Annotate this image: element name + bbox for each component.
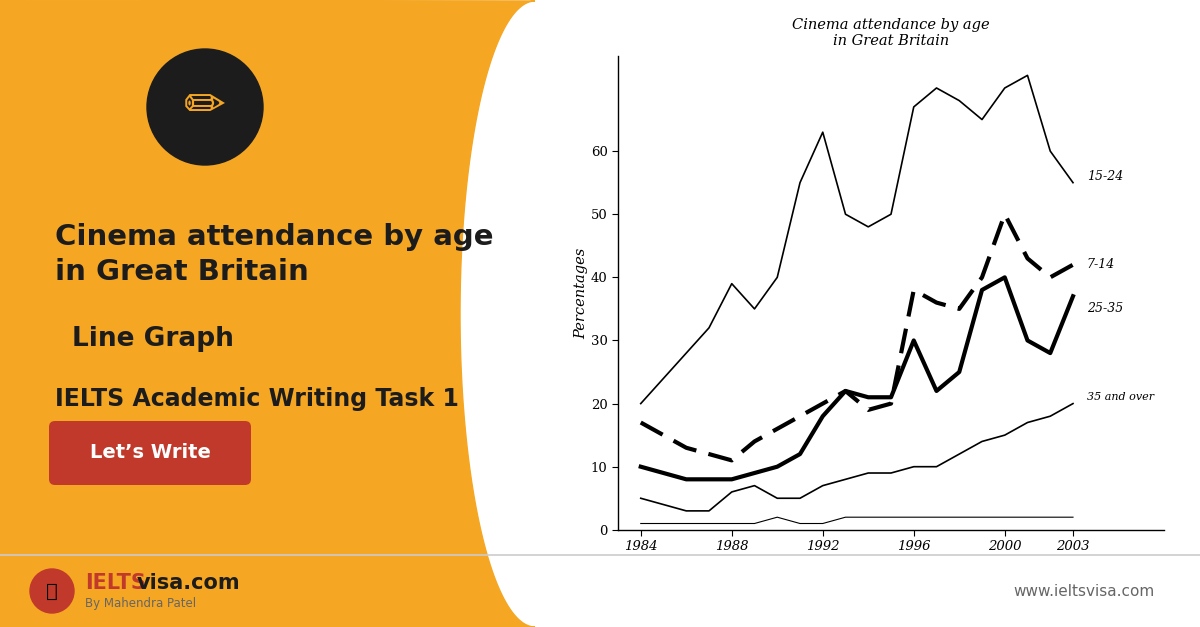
Text: 15-24: 15-24 [1087, 170, 1123, 183]
Text: IELTS Academic Writing Task 1: IELTS Academic Writing Task 1 [55, 387, 458, 411]
Text: www.ieltsvisa.com: www.ieltsvisa.com [1014, 584, 1154, 599]
Text: Cinema attendance by age: Cinema attendance by age [55, 223, 493, 251]
FancyBboxPatch shape [49, 421, 251, 485]
Circle shape [148, 49, 263, 165]
Title: Cinema attendance by age
in Great Britain: Cinema attendance by age in Great Britai… [792, 18, 990, 48]
Polygon shape [0, 0, 535, 627]
Text: 25-35: 25-35 [1087, 302, 1123, 315]
Text: 35 and over: 35 and over [1087, 393, 1153, 403]
Text: By Mahendra Patel: By Mahendra Patel [85, 596, 196, 609]
Circle shape [30, 569, 74, 613]
Text: visa.com: visa.com [137, 573, 241, 593]
Text: ✏: ✏ [184, 83, 226, 131]
Text: Let’s Write: Let’s Write [90, 443, 210, 463]
Text: 🎓: 🎓 [46, 581, 58, 601]
Text: Line Graph: Line Graph [72, 326, 234, 352]
Text: in Great Britain: in Great Britain [55, 258, 308, 286]
Text: 7-14: 7-14 [1087, 258, 1115, 271]
Text: IELTS: IELTS [85, 573, 146, 593]
Y-axis label: Percentages: Percentages [574, 248, 588, 339]
